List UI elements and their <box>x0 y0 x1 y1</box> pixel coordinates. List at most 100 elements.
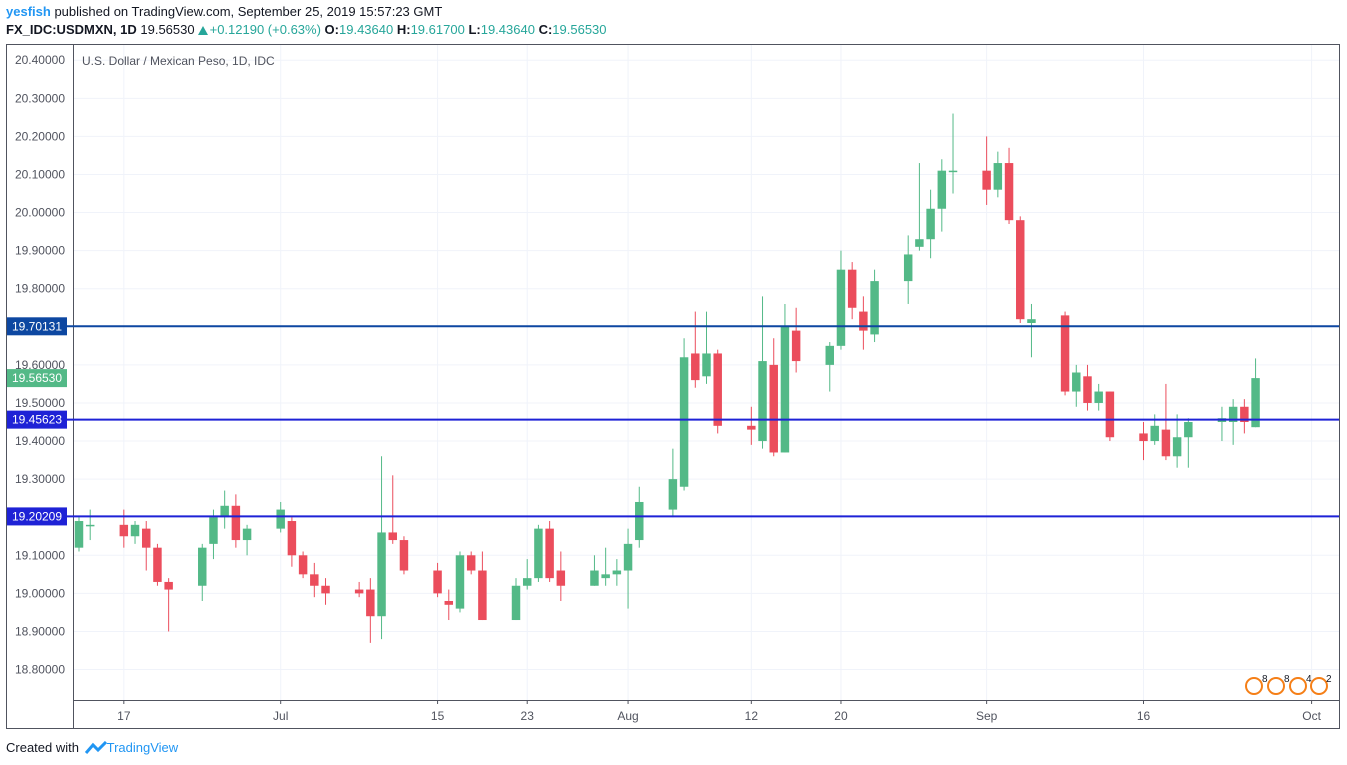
candle-body <box>1094 391 1103 403</box>
line-price-label: 19.70131 <box>12 319 62 333</box>
last-price-label: 19.56530 <box>12 371 62 385</box>
ohlc-legend: FX_IDC:USDMXN, 1D 19.56530 +0.12190 (+0.6… <box>6 22 607 37</box>
candle-body <box>231 505 241 541</box>
chart-title: U.S. Dollar / Mexican Peso, 1D, IDC <box>82 54 275 68</box>
event-count: 8 <box>1262 674 1268 685</box>
candle-body <box>130 524 140 537</box>
line-price-badge <box>7 317 67 336</box>
horizontal-lines: 19.70131 19.45623 19.20209 19.56530 <box>7 317 1339 526</box>
candle-body <box>903 254 913 282</box>
candle-body <box>870 281 879 335</box>
price-tick-label: 19.30000 <box>15 472 65 486</box>
time-tick-label: Jul <box>273 709 288 723</box>
price-tick-label: 20.10000 <box>15 167 65 181</box>
candle-body <box>780 326 790 453</box>
candle-body <box>1016 220 1025 320</box>
tradingview-logo-icon <box>84 741 107 754</box>
event-count: 2 <box>1326 674 1332 685</box>
candle-body <box>556 570 566 586</box>
price-tick-label: 19.90000 <box>15 244 65 258</box>
candle-body <box>948 170 958 173</box>
symbol-label: FX_IDC:USDMXN, 1D <box>6 22 137 37</box>
price-tick-label: 20.00000 <box>15 206 65 220</box>
candle-body <box>612 570 622 575</box>
candle-body <box>164 581 173 590</box>
price-tick-label: 19.80000 <box>15 282 65 296</box>
candle-body <box>511 585 521 621</box>
time-tick-label: 16 <box>1137 709 1151 723</box>
tradingview-brand-link[interactable]: TradingView <box>106 740 179 755</box>
candle-body <box>85 524 95 527</box>
candle-body <box>455 555 465 609</box>
candle-body <box>1105 391 1115 438</box>
price-tick-label: 20.40000 <box>15 53 65 67</box>
time-tick-label: 15 <box>431 709 445 723</box>
price-tick-label: 19.60000 <box>15 358 65 372</box>
candle-body <box>937 170 947 209</box>
candle-body <box>747 425 756 430</box>
candlestick-chart[interactable]: 20.40000 20.30000 20.20000 20.10000 20.00000… <box>0 40 1347 730</box>
candle-body <box>545 528 554 579</box>
low-label: L: <box>468 22 481 37</box>
event-count: 8 <box>1284 674 1290 685</box>
events-badge[interactable]: 8 8 4 2 <box>1245 674 1332 695</box>
chart-frame <box>6 44 1340 729</box>
price-tick-label: 19.00000 <box>15 586 65 600</box>
high-label: H: <box>396 22 411 37</box>
price-tick-label: 18.90000 <box>15 624 65 638</box>
grid <box>74 45 1339 700</box>
candle-body <box>713 353 722 426</box>
candle-body <box>242 528 252 541</box>
change-value: +0.12190 (+0.63%) <box>209 22 321 37</box>
candle-body <box>836 269 846 346</box>
price-tick-label: 19.10000 <box>15 548 65 562</box>
candle-body <box>915 239 924 247</box>
candle-body <box>668 479 678 510</box>
candle-body <box>141 528 151 548</box>
up-triangle-icon <box>197 26 208 35</box>
line-price-badge <box>7 507 67 526</box>
candle-body <box>758 361 767 442</box>
footer: Created with TradingView <box>6 740 178 755</box>
low-value: 19.43640 <box>480 22 535 37</box>
candle-body <box>534 528 543 579</box>
candle-body <box>287 521 297 556</box>
candle-body <box>590 570 599 586</box>
time-tick-label: 23 <box>521 709 535 723</box>
candle-body <box>1240 406 1249 423</box>
price-axis: 20.40000 20.30000 20.20000 20.10000 20.00000… <box>15 53 65 676</box>
last-price-badge <box>7 369 67 388</box>
price-tick-label: 20.30000 <box>15 91 65 105</box>
candle-body <box>982 170 991 190</box>
candle-body <box>1072 372 1081 392</box>
candle-body <box>433 570 442 594</box>
time-tick-label: 17 <box>117 709 131 723</box>
flag-icon <box>1289 677 1307 695</box>
candle-body <box>1228 406 1238 423</box>
time-tick-label: Sep <box>976 709 998 723</box>
price-tick-label: 19.40000 <box>15 434 65 448</box>
candle-body <box>478 570 487 621</box>
candle-body <box>321 585 330 594</box>
candle-body <box>1004 163 1014 221</box>
candle-body <box>388 532 397 541</box>
author-link[interactable]: yesfish <box>6 4 51 19</box>
candle-body <box>859 311 868 331</box>
line-price-label: 19.45623 <box>12 413 62 427</box>
candle-body <box>399 540 409 571</box>
candle-body <box>198 547 207 586</box>
last-price-value: 19.56530 <box>140 22 195 37</box>
candle-body <box>444 600 454 605</box>
candle-body <box>153 547 162 582</box>
candle-body <box>220 505 229 518</box>
candle-body <box>1184 422 1193 438</box>
time-tick-label: Aug <box>617 709 638 723</box>
candle-body <box>926 208 935 240</box>
candle-body <box>623 543 633 571</box>
candle-body <box>1172 437 1182 457</box>
line-price-badge <box>7 410 67 429</box>
candle-body <box>825 345 834 365</box>
candle-body <box>847 269 857 308</box>
candle-body <box>601 574 610 579</box>
candle-body <box>635 501 644 541</box>
